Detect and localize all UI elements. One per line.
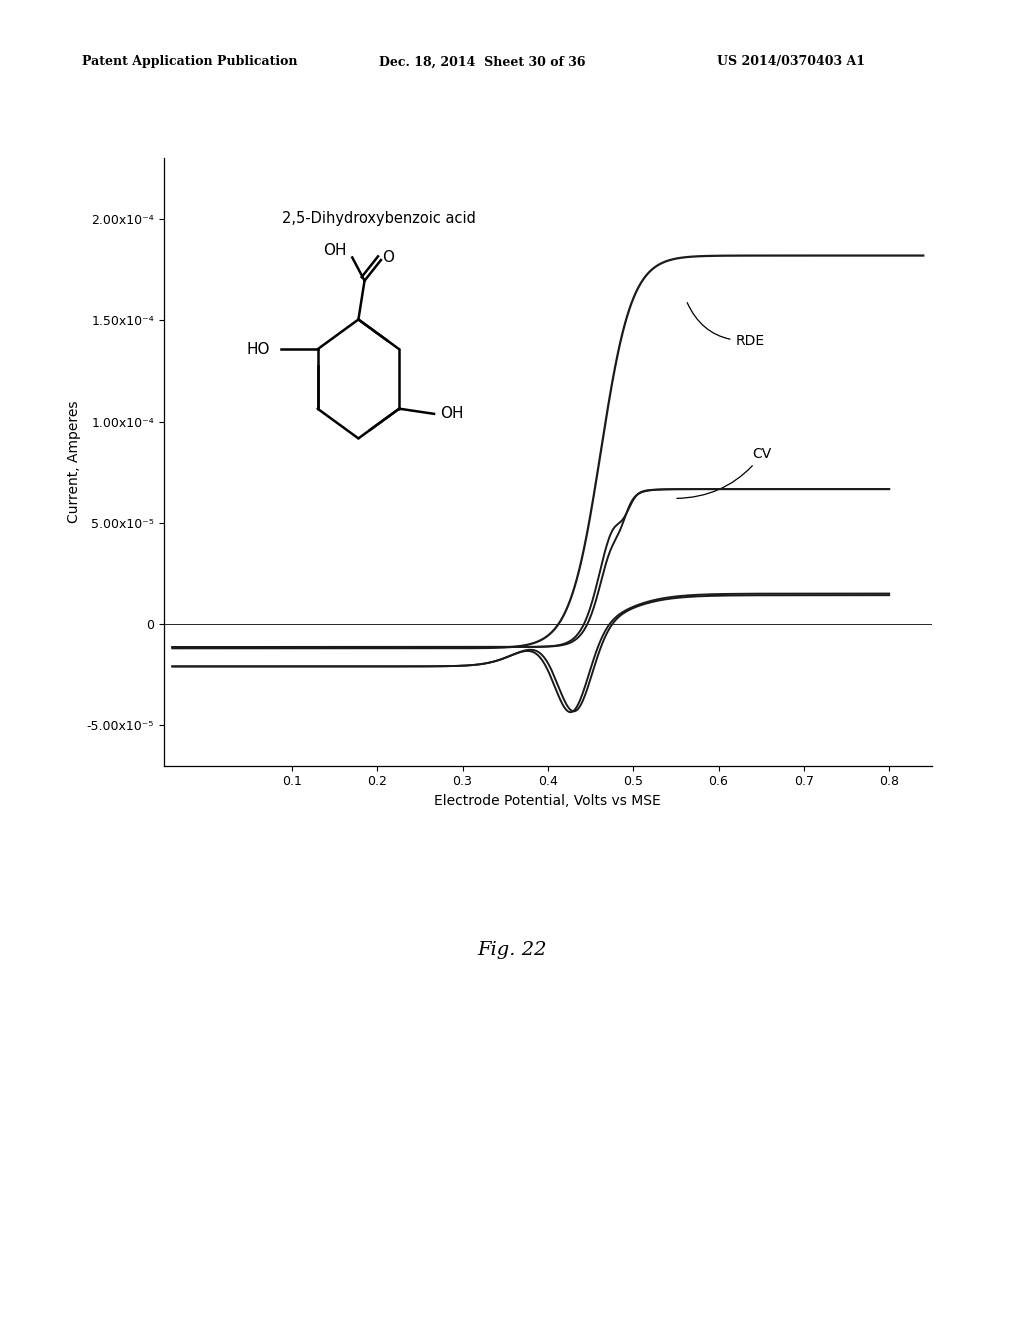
Text: RDE: RDE xyxy=(687,302,765,347)
Text: Patent Application Publication: Patent Application Publication xyxy=(82,55,297,69)
Y-axis label: Current, Amperes: Current, Amperes xyxy=(68,401,81,523)
Text: HO: HO xyxy=(247,342,270,356)
Text: OH: OH xyxy=(324,243,346,259)
Text: US 2014/0370403 A1: US 2014/0370403 A1 xyxy=(717,55,865,69)
Text: Dec. 18, 2014  Sheet 30 of 36: Dec. 18, 2014 Sheet 30 of 36 xyxy=(379,55,586,69)
Text: CV: CV xyxy=(677,447,772,499)
Text: O: O xyxy=(382,249,394,265)
Text: OH: OH xyxy=(439,407,463,421)
X-axis label: Electrode Potential, Volts vs MSE: Electrode Potential, Volts vs MSE xyxy=(434,793,662,808)
Text: Fig. 22: Fig. 22 xyxy=(477,941,547,960)
Text: 2,5-Dihydroxybenzoic acid: 2,5-Dihydroxybenzoic acid xyxy=(282,211,476,226)
